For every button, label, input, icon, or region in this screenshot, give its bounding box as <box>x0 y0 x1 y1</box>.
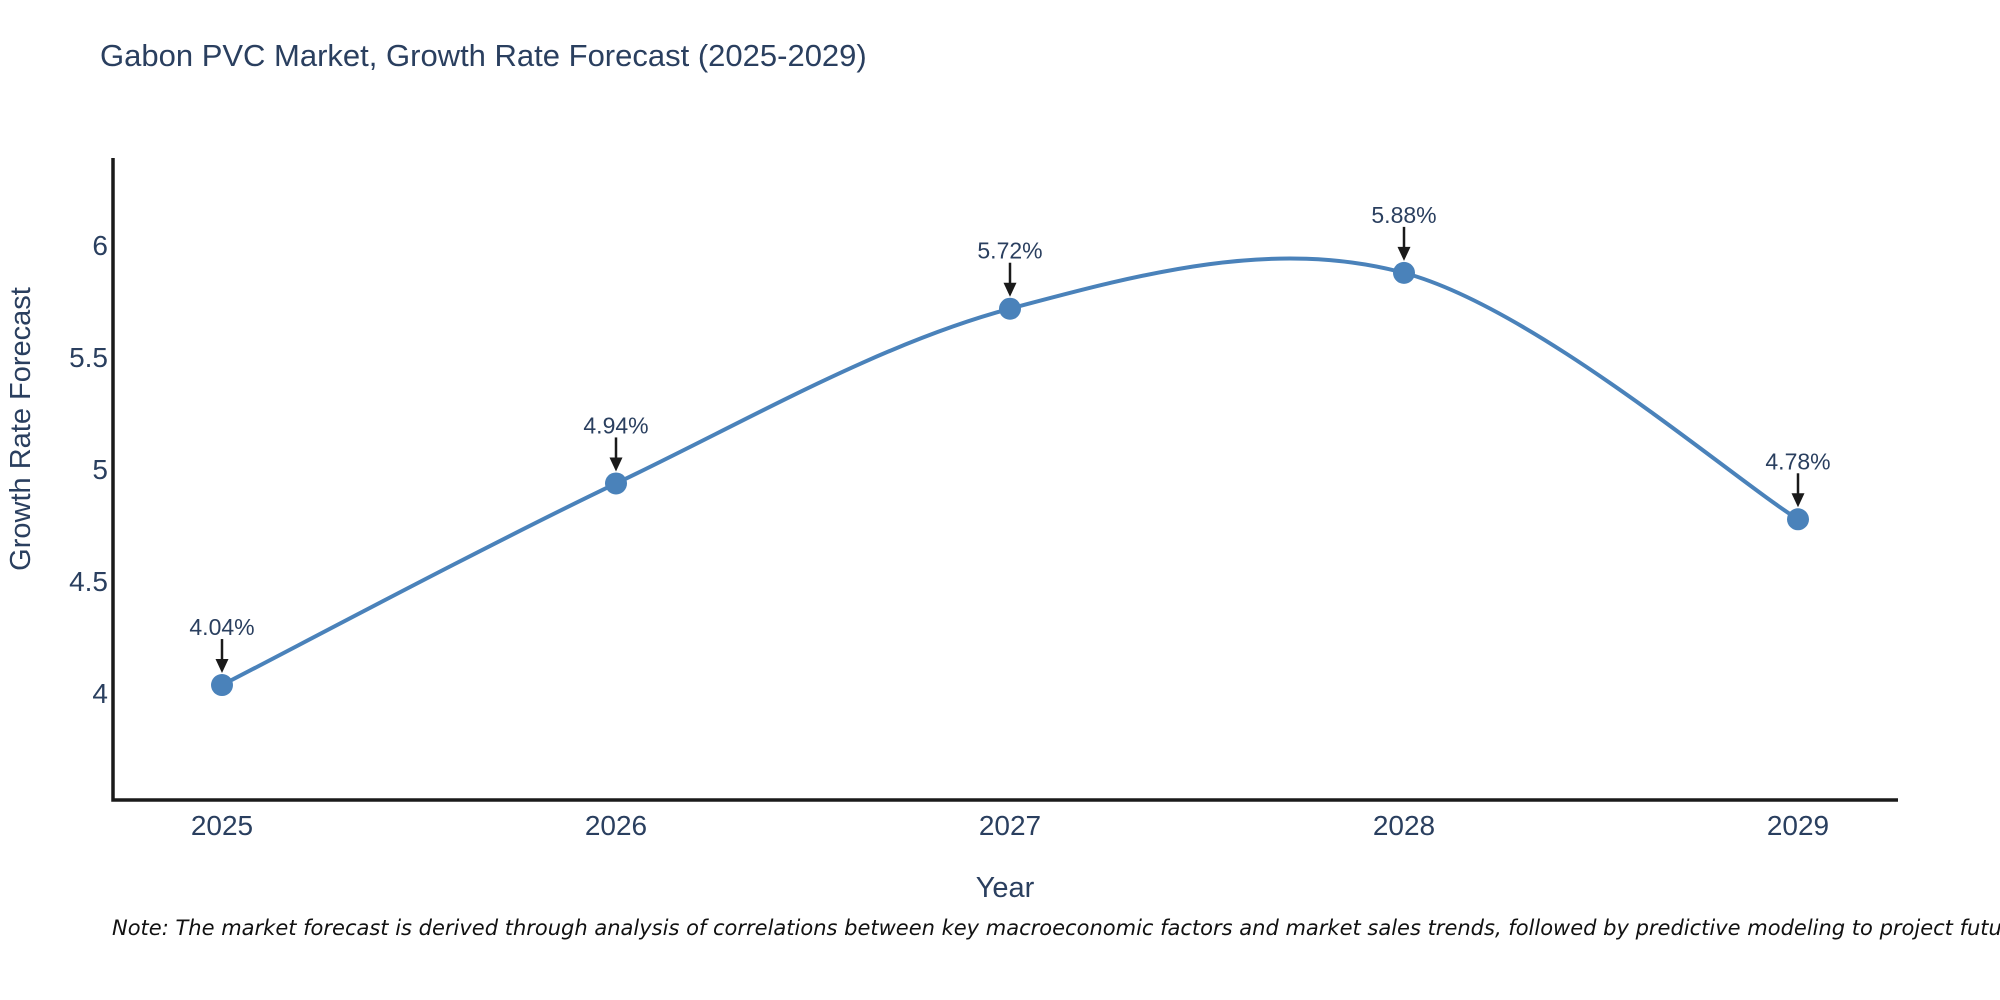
annotation-label: 4.94% <box>583 412 648 438</box>
annotation-label: 5.88% <box>1371 202 1436 228</box>
y-tick-label: 5 <box>92 454 108 485</box>
annotation-arrowhead-icon <box>1791 493 1805 508</box>
data-point-marker <box>1393 261 1415 284</box>
x-tick-label: 2025 <box>191 810 253 841</box>
y-axis-title: Growth Rate Forecast <box>5 287 37 571</box>
chart-title: Gabon PVC Market, Growth Rate Forecast (… <box>100 38 867 73</box>
annotation-arrowhead-icon <box>1003 282 1017 297</box>
x-tick-label: 2028 <box>1373 810 1435 841</box>
data-point-marker <box>605 472 627 495</box>
data-point-marker <box>1787 508 1809 531</box>
y-tick-label: 4.5 <box>69 566 108 597</box>
axis-spines <box>111 158 1898 802</box>
data-point-marker <box>999 297 1021 320</box>
annotation-label: 5.72% <box>977 238 1042 264</box>
annotation-label: 4.04% <box>189 614 254 640</box>
x-tick-label: 2029 <box>1767 810 1829 841</box>
chart-note: Note: The market forecast is derived thr… <box>112 916 2000 940</box>
x-axis-title: Year <box>976 872 1035 904</box>
line-series <box>220 256 1800 688</box>
y-tick-label: 6 <box>92 230 108 261</box>
annotation-arrowhead-icon <box>215 659 229 674</box>
annotation-arrowhead-icon <box>609 457 623 472</box>
data-point-marker <box>211 674 233 697</box>
x-tick-label: 2026 <box>585 810 647 841</box>
y-tick-label: 4 <box>92 678 108 709</box>
y-tick-label: 5.5 <box>69 342 108 373</box>
annotation-arrowhead-icon <box>1397 246 1411 261</box>
x-tick-label: 2027 <box>979 810 1041 841</box>
annotation-label: 4.78% <box>1765 448 1830 474</box>
